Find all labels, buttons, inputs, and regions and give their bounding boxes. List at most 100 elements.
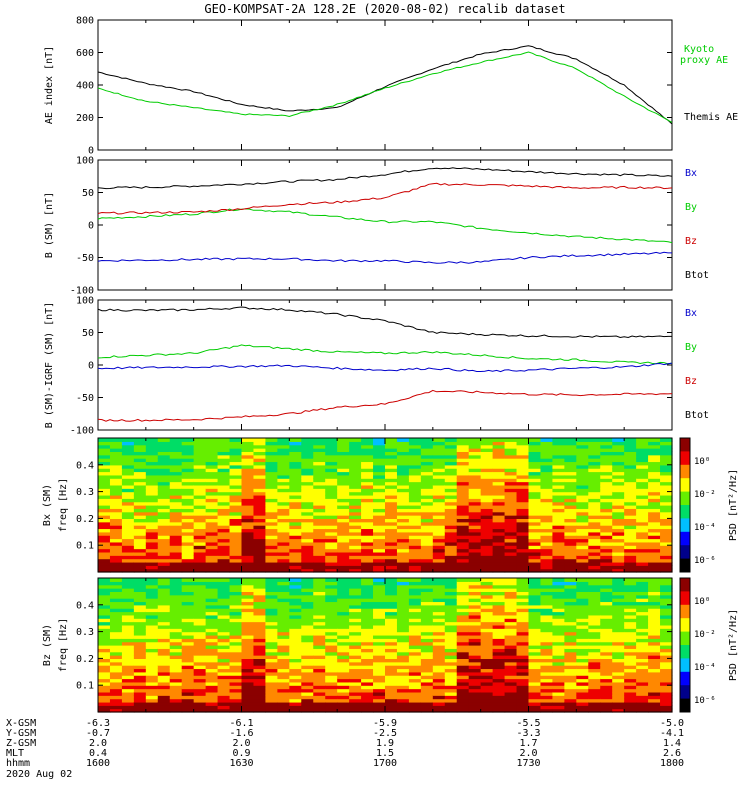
spectrogram-cell [361, 438, 374, 442]
spectrogram-cell [289, 481, 302, 486]
spectrogram-cell [444, 681, 458, 686]
spectrogram-cell [420, 464, 434, 469]
spectrogram-cell [576, 521, 589, 526]
spectrogram-cell [241, 621, 255, 626]
spectrogram-cell [265, 681, 278, 686]
spectrogram-cell [205, 641, 219, 646]
spectrogram-cell [181, 478, 195, 483]
spectrogram-cell [660, 508, 673, 513]
spectrogram-cell [325, 484, 338, 489]
spectrogram-cell [564, 505, 577, 509]
spectrogram-cell [528, 665, 542, 670]
spectrogram-cell [169, 651, 183, 656]
spectrogram-cell [181, 498, 195, 503]
spectrogram-cell [373, 521, 386, 526]
spectrogram-cell [241, 645, 255, 649]
spectrogram-cell [157, 444, 171, 449]
spectrogram-cell [373, 631, 386, 636]
spectrogram-cell [301, 665, 314, 670]
spectrogram-cell [516, 441, 530, 446]
spectrogram-cell [516, 675, 530, 680]
spectrogram-cell [193, 691, 207, 696]
spectrogram-cell [516, 448, 530, 452]
spectrogram-cell [253, 705, 267, 710]
spectrogram-cell [277, 471, 290, 476]
spectrogram-cell [516, 624, 530, 629]
spectrogram-cell [420, 678, 434, 683]
spectrogram-cell [564, 641, 577, 646]
spectrogram-cell [564, 548, 577, 553]
spectrogram-cell [588, 578, 601, 582]
spectrogram-cell [157, 681, 171, 686]
spectrogram-cell [540, 515, 554, 519]
spectrogram-cell [624, 578, 637, 582]
spectrogram-cell [157, 558, 171, 563]
spectrogram-cell [504, 671, 518, 676]
spectrogram-cell [217, 481, 231, 486]
spectrogram-cell [241, 545, 255, 550]
spectrogram-cell [301, 535, 314, 540]
spectrogram-cell [109, 668, 123, 673]
spectrogram-cell [540, 701, 554, 706]
spectrogram-cell [289, 594, 302, 599]
spectrogram-cell [98, 551, 111, 556]
spectrogram-cell [385, 441, 398, 446]
spectrogram-cell [181, 558, 195, 563]
spectrogram-cell [576, 511, 589, 516]
spectrogram-cell [98, 461, 111, 466]
spectrogram-cell [229, 454, 243, 459]
spectrogram-cell [301, 494, 314, 499]
spectrogram-cell [600, 491, 613, 496]
spectrogram-cell [504, 464, 518, 469]
spectrogram-cell [528, 578, 542, 582]
spectrogram-cell [361, 531, 374, 536]
spectrogram-cell [385, 691, 398, 696]
spectrogram-cell [253, 624, 267, 629]
spectrogram-cell [157, 668, 171, 673]
spectrogram-cell [456, 498, 470, 503]
spectrogram-cell [373, 608, 386, 613]
spectrogram-cell [349, 545, 362, 550]
spectrogram-cell [408, 618, 422, 623]
spectrogram-cell [516, 484, 530, 489]
spectrogram-cell [420, 591, 434, 596]
spectrogram-cell [361, 641, 374, 646]
spectrogram-cell [301, 628, 314, 633]
spectrogram-cell [98, 641, 111, 646]
spectrogram-cell [133, 481, 147, 486]
spectrogram-cell [420, 685, 434, 690]
spectrogram-cell [98, 668, 111, 673]
spectrogram-cell [98, 454, 111, 459]
ephemeris-value: -1.6 [229, 728, 253, 739]
spectrogram-cell [337, 505, 350, 509]
spectrogram-cell [528, 614, 542, 619]
spectrogram-cell [600, 461, 613, 466]
spectrogram-cell [337, 701, 350, 706]
spectrogram-cell [337, 581, 350, 586]
spectrogram-cell [660, 695, 673, 700]
spectrogram-cell [492, 685, 506, 690]
spectrogram-cell [361, 578, 374, 582]
spectrogram-cell [528, 511, 542, 516]
spectrogram-cell [552, 708, 565, 713]
spectrogram-cell [552, 494, 565, 499]
series-line-bx [97, 306, 672, 339]
spectrogram-cell [648, 464, 661, 469]
spectrogram-cell [265, 535, 278, 540]
spectrogram-cell [277, 681, 290, 686]
spectrogram-cell [480, 631, 494, 636]
spectrogram-cell [600, 521, 613, 526]
spectrogram-cell [325, 471, 338, 476]
spectrogram-cell [385, 518, 398, 523]
spectrogram-cell [253, 518, 267, 523]
spectrogram-cell [564, 601, 577, 606]
spectrogram-cell [648, 538, 661, 543]
spectrogram-cell [157, 685, 171, 690]
spectrogram-cell [313, 501, 326, 506]
spectrogram-cell [528, 645, 542, 649]
spectrogram-cell [516, 444, 530, 449]
spectrogram-cell [396, 621, 410, 626]
spectrogram-cell [265, 518, 278, 523]
spectrogram-cell [349, 501, 362, 506]
spectrogram-cell [349, 555, 362, 560]
